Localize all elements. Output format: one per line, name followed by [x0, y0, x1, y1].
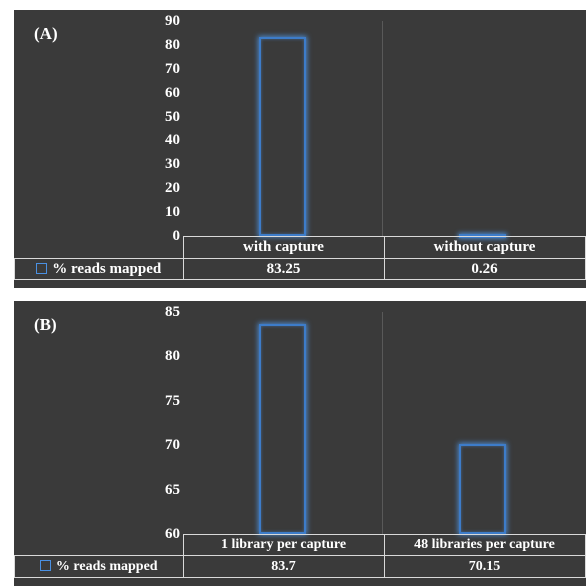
data-label: 83.7 [182, 555, 385, 578]
data-label: 70.15 [383, 555, 586, 578]
data-label: 83.25 [182, 258, 385, 280]
category-label: 48 libraries per capture [383, 534, 586, 556]
chart-panel-b: (B) 85 80 75 70 65 60 1 library per capture 4… [14, 301, 586, 586]
bar [258, 323, 306, 534]
y-tick-label: 65 [165, 481, 180, 498]
series-name: % reads mapped [55, 558, 158, 574]
y-tick-label: 10 [165, 204, 180, 221]
data-label: 0.26 [383, 258, 586, 280]
table-corner [14, 236, 184, 259]
series-name: % reads mapped [52, 260, 162, 277]
y-tick-label: 0 [172, 228, 181, 244]
table-row: % reads mapped 83.25 0.26 [14, 258, 586, 280]
category-label: with capture [182, 236, 385, 259]
table-header-row: 1 library per capture 48 libraries per c… [14, 534, 586, 556]
bar [458, 443, 506, 534]
gridline [382, 21, 383, 236]
y-tick-label: 20 [165, 180, 180, 197]
panel-label-b: (B) [34, 315, 57, 334]
y-tick-label: 50 [165, 108, 180, 125]
category-label: without capture [383, 236, 586, 259]
y-tick-label: 70 [165, 60, 180, 77]
data-table-a: with capture without capture % reads map… [14, 236, 586, 280]
panel-label-a: (A) [34, 24, 58, 43]
series-legend-cell: % reads mapped [14, 555, 184, 578]
plot-area-a [182, 21, 582, 238]
y-tick-label: 70 [165, 437, 180, 454]
table-header-row: with capture without capture [14, 236, 586, 259]
data-table-b: 1 library per capture 48 libraries per c… [14, 534, 586, 578]
category-label: 1 library per capture [182, 534, 385, 556]
plot-area-b [182, 312, 582, 534]
y-tick-label: 90 [165, 13, 180, 29]
y-tick-label: 85 [165, 304, 180, 320]
y-tick-label: 80 [165, 36, 180, 53]
y-tick-label: 60 [165, 84, 180, 101]
legend-swatch [39, 559, 51, 571]
y-tick-label: 30 [165, 156, 180, 173]
gridline [382, 312, 383, 534]
table-row: % reads mapped 83.7 70.15 [14, 555, 586, 578]
bar [258, 37, 306, 236]
y-tick-label: 80 [165, 348, 180, 365]
y-tick-label: 40 [165, 132, 180, 149]
chart-panel-a: (A) 90 80 70 60 50 40 30 20 10 0 with capture wit… [14, 10, 586, 288]
series-legend-cell: % reads mapped [14, 258, 184, 280]
legend-swatch [36, 262, 48, 274]
y-tick-label: 75 [165, 392, 180, 409]
table-corner [14, 534, 184, 556]
